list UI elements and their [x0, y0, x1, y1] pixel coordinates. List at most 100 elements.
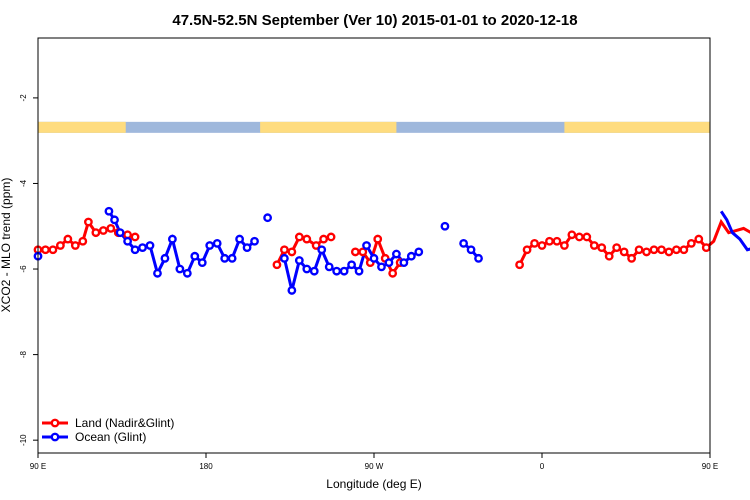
data-point-ocean	[332, 266, 342, 276]
data-point-land	[373, 234, 383, 244]
data-point-land	[567, 230, 577, 240]
y-tick-label: -8	[19, 350, 28, 358]
data-point-land	[63, 234, 73, 244]
y-tick-label: -6	[19, 265, 28, 273]
data-point-land	[319, 234, 328, 244]
land-band-segment	[564, 121, 710, 133]
data-point-ocean	[205, 241, 215, 250]
data-point-land	[552, 236, 562, 246]
data-point-ocean	[384, 258, 394, 268]
data-point-ocean	[369, 253, 379, 263]
data-point-land	[311, 241, 321, 250]
legend-marker	[50, 432, 60, 442]
x-tick-label: 90 W	[365, 462, 384, 471]
data-point-land	[597, 243, 607, 253]
data-point-land	[642, 247, 651, 257]
data-point-land	[604, 251, 614, 261]
data-point-land	[70, 241, 80, 250]
data-point-ocean	[242, 243, 252, 253]
data-point-land	[302, 234, 312, 244]
data-point-land	[679, 245, 689, 255]
data-point-ocean	[317, 245, 327, 255]
data-point-ocean	[250, 236, 259, 246]
data-point-land	[686, 238, 696, 248]
data-point-ocean	[474, 253, 483, 263]
data-point-ocean	[123, 236, 133, 246]
data-point-ocean	[309, 266, 319, 276]
x-axis-label: Longitude (deg E)	[326, 477, 421, 491]
data-point-land	[41, 245, 50, 255]
data-point-ocean	[466, 245, 476, 255]
data-point-land	[560, 241, 569, 250]
data-point-land	[358, 247, 368, 257]
data-point-ocean	[294, 256, 304, 265]
y-tick-label: -2	[19, 94, 28, 102]
data-point-land	[537, 241, 547, 250]
data-point-ocean	[362, 241, 371, 250]
x-tick-label: 90 E	[702, 462, 718, 471]
y-tick-label: -10	[19, 434, 28, 446]
data-point-land	[522, 245, 532, 255]
chart-title: 47.5N-52.5N September (Ver 10) 2015-01-0…	[172, 12, 577, 29]
data-point-land	[78, 236, 88, 246]
data-point-ocean	[182, 268, 192, 278]
data-point-land	[612, 243, 622, 253]
data-point-ocean	[302, 264, 312, 274]
data-point-land	[84, 217, 93, 227]
legend-marker	[50, 418, 60, 428]
data-point-ocean	[190, 251, 200, 261]
data-point-land	[56, 241, 65, 250]
land-band-segment	[260, 121, 397, 133]
data-point-ocean	[324, 262, 334, 272]
data-point-land	[287, 247, 297, 257]
data-point-ocean	[153, 268, 162, 278]
data-point-land	[279, 245, 289, 255]
data-point-land	[48, 245, 58, 255]
data-point-ocean	[354, 266, 364, 276]
data-point-ocean	[279, 253, 289, 263]
data-point-ocean	[287, 286, 297, 295]
x-tick-label: 90 E	[30, 462, 46, 471]
data-point-ocean	[175, 264, 185, 274]
data-point-ocean	[130, 245, 140, 255]
data-point-ocean	[227, 253, 237, 263]
data-point-land	[530, 238, 539, 248]
data-point-ocean	[406, 251, 416, 261]
land-band-segment	[38, 121, 126, 133]
data-point-ocean	[347, 260, 356, 270]
data-point-land	[350, 247, 360, 257]
x-tick-label: 180	[199, 462, 213, 471]
data-point-land	[664, 247, 674, 257]
data-point-ocean	[235, 234, 245, 244]
data-point-ocean	[167, 234, 177, 244]
data-point-ocean	[115, 228, 125, 238]
data-point-land	[98, 226, 108, 235]
data-point-ocean	[110, 215, 119, 225]
data-point-land	[272, 260, 282, 270]
data-point-ocean	[459, 238, 468, 248]
series-line-ocean	[719, 210, 750, 252]
y-axis-label: XCO2 - MLO trend (ppm)	[0, 178, 13, 313]
data-point-land	[649, 245, 659, 255]
data-point-land	[545, 236, 554, 246]
data-point-ocean	[263, 213, 272, 223]
data-point-land	[672, 245, 681, 255]
data-point-ocean	[440, 221, 450, 231]
data-point-ocean	[399, 258, 409, 268]
data-point-land	[634, 245, 644, 255]
data-point-ocean	[160, 253, 170, 263]
data-point-land	[388, 268, 398, 278]
data-point-ocean	[391, 249, 401, 259]
surface-band	[38, 121, 710, 133]
data-point-ocean	[138, 243, 147, 253]
data-point-land	[589, 241, 599, 250]
data-point-land	[657, 245, 666, 255]
data-point-land	[574, 232, 584, 242]
legend-label: Ocean (Glint)	[75, 430, 146, 444]
data-point-ocean	[339, 266, 349, 276]
data-point-ocean	[145, 241, 155, 250]
data-point-land	[130, 232, 140, 242]
data-point-land	[294, 232, 304, 242]
y-axis: -2 -4 -6 -8 -10	[19, 94, 38, 446]
data-point-land	[91, 228, 101, 238]
